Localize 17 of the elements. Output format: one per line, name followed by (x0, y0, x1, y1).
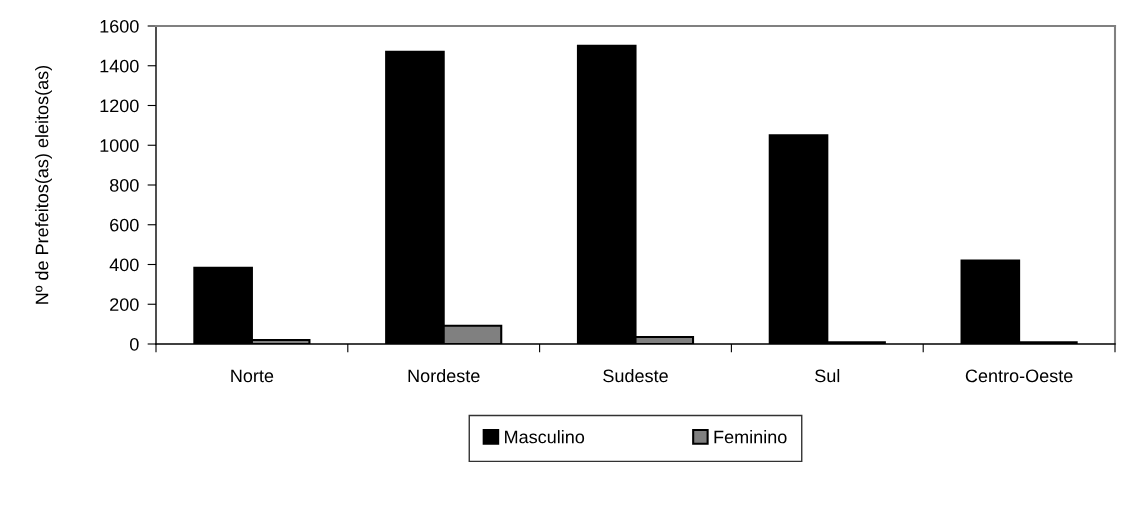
x-tick-label: Sul (815, 369, 840, 383)
x-tick-label: Norte (231, 369, 274, 383)
y-tick-label: 400 (109, 258, 139, 272)
y-tick-label: 600 (110, 218, 139, 232)
y-tick-label: 1000 (100, 139, 139, 152)
x-tick-label: Centro-Oeste (965, 369, 1073, 383)
y-tick-label: 800 (110, 178, 139, 192)
y-axis-title: Nº de Prefeitos(as) eleitos(as) (35, 65, 52, 304)
y-tick-label: 1400 (100, 59, 139, 73)
y-tick-label: 1600 (100, 19, 139, 33)
y-tick-label: 1200 (100, 99, 139, 113)
x-tick-label: Nordeste (408, 369, 480, 383)
legend-label: Feminino (714, 430, 787, 444)
legend-label: Masculino (505, 430, 585, 444)
x-tick-label: Sudeste (603, 369, 668, 383)
y-tick-label: 0 (130, 337, 139, 351)
y-tick-label: 200 (110, 298, 139, 311)
